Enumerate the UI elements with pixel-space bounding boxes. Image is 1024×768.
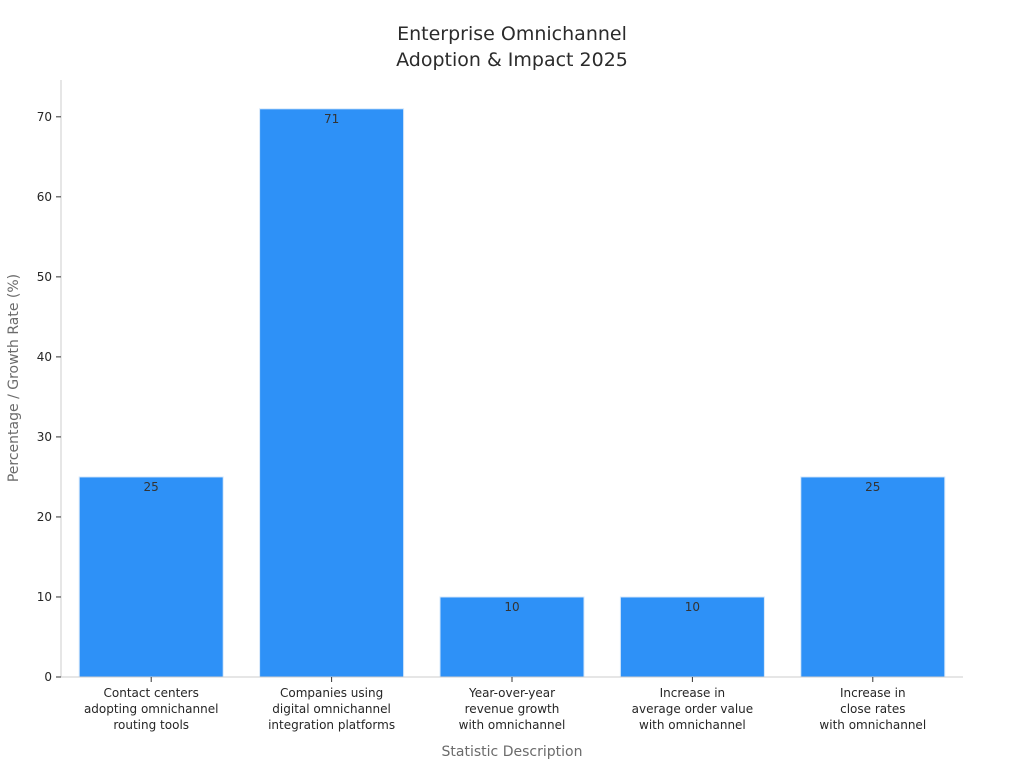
x-axis: Contact centers adopting omnichannel routi… [61,676,963,732]
x-category-label-line: Companies using [280,686,383,700]
x-category-label-line: adopting omnichannel [84,702,218,716]
bar-value-label: 25 [144,480,159,494]
x-category-label-line: close rates [840,702,905,716]
y-tick-label: 50 [37,270,52,284]
x-category-label-line: revenue growth [465,702,560,716]
x-category-label: Companies using digital omnichannel integr… [268,686,395,732]
chart-title-line-1: Enterprise Omnichannel [397,23,627,45]
x-category-label-line: with omnichannel [639,718,746,732]
bar-value-label: 10 [504,600,519,614]
x-category-label: Increase in close rates with omnichannel [819,686,926,732]
bar [439,596,585,678]
y-tick-label: 30 [37,430,52,444]
x-category-label: Increase in average order value with omnic… [632,686,754,732]
y-axis-title: Percentage / Growth Rate (%) [6,274,22,482]
x-category-label-line: Increase in [660,686,726,700]
x-category-label-line: with omnichannel [459,718,566,732]
bar-value-label: 25 [865,480,880,494]
bar [800,476,946,678]
y-tick-label: 70 [37,110,52,124]
y-tick-label: 40 [37,350,52,364]
bar-value-label: 71 [324,112,339,126]
x-category-label-line: Year-over-year [468,686,555,700]
bar-value-label: 10 [685,600,700,614]
x-category-label-line: average order value [632,702,754,716]
x-category-label-line: with omnichannel [819,718,926,732]
x-category-label-line: Increase in [840,686,906,700]
bar [619,596,765,678]
x-category-label-line: digital omnichannel [272,702,391,716]
chart-title: Enterprise Omnichannel Adoption & Impact… [396,23,628,71]
x-category-label: Contact centers adopting omnichannel routi… [84,686,218,732]
y-tick-label: 60 [37,190,52,204]
y-axis: 0 10 20 30 40 50 60 70 [37,80,62,684]
chart-title-line-2: Adoption & Impact 2025 [396,49,628,71]
bars-group: 25 71 10 10 25 [78,108,946,678]
bar [78,476,224,678]
x-axis-title: Statistic Description [442,744,583,760]
x-category-label-line: routing tools [113,718,189,732]
y-tick-label: 10 [37,590,52,604]
y-tick-label: 20 [37,510,52,524]
x-category-label-line: integration platforms [268,718,395,732]
x-category-label: Year-over-year revenue growth with omnicha… [459,686,566,732]
x-category-label-line: Contact centers [104,686,199,700]
bar [259,108,405,678]
y-tick-label: 0 [44,670,52,684]
